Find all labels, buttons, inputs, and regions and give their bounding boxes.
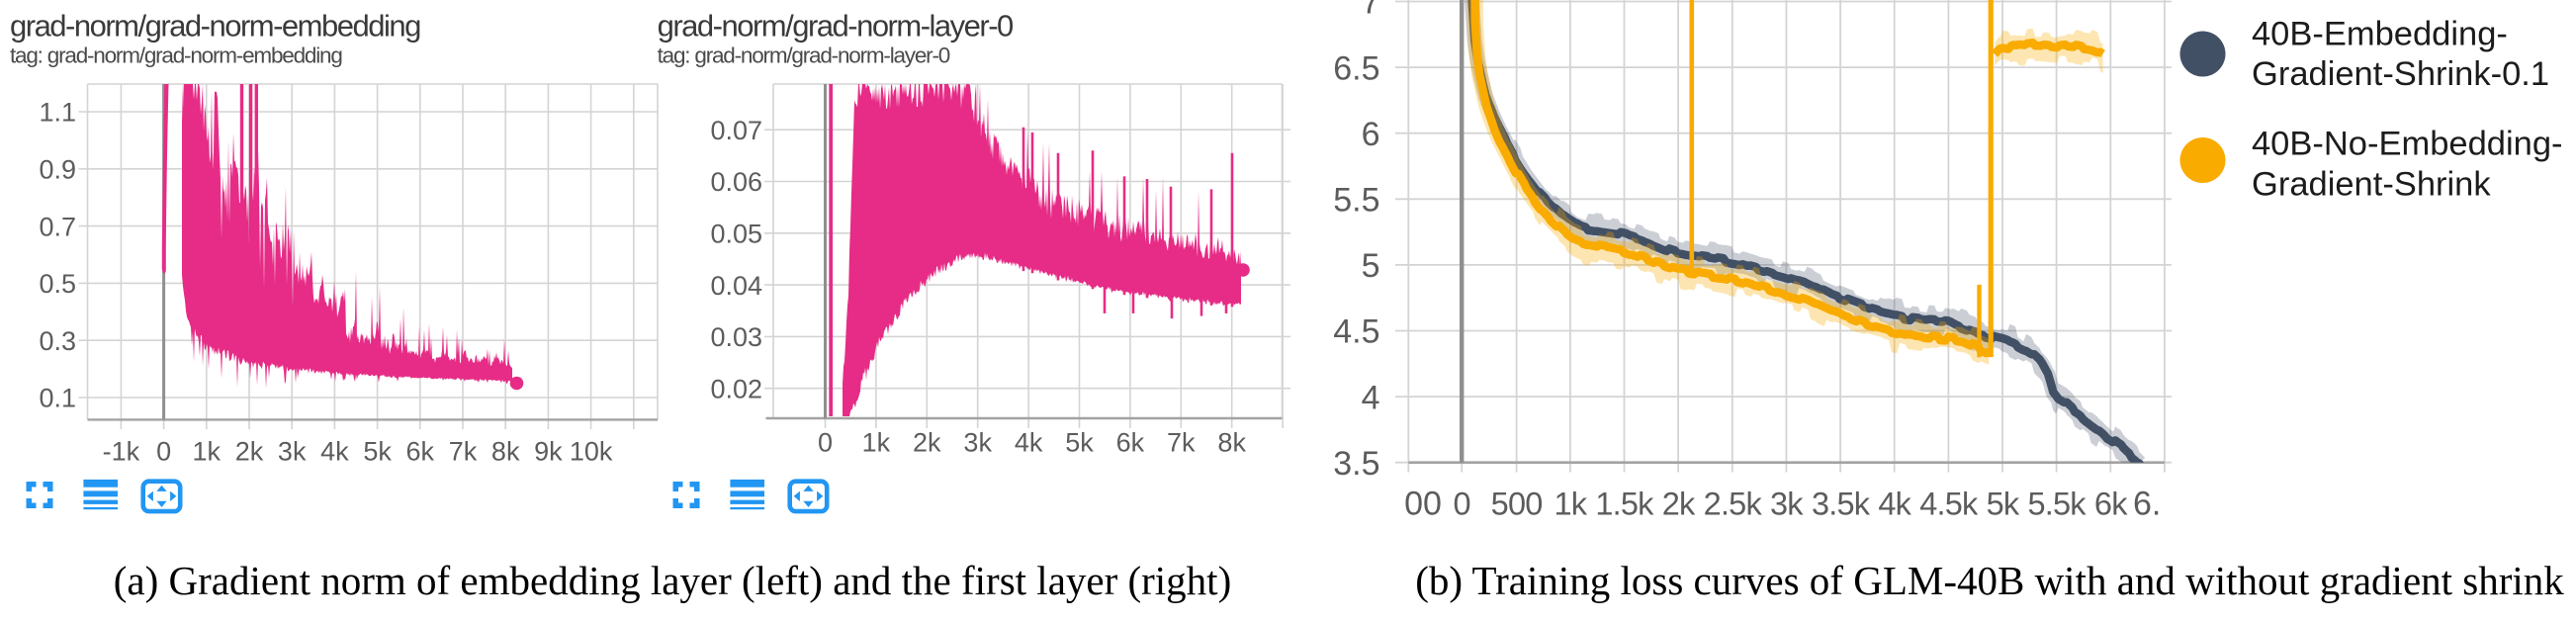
svg-text:5k: 5k — [1065, 428, 1094, 458]
svg-text:2k: 2k — [235, 437, 264, 467]
svg-text:5k: 5k — [1987, 487, 2020, 522]
svg-text:10k: 10k — [570, 437, 613, 467]
svg-text:0: 0 — [156, 437, 171, 467]
svg-text:0.07: 0.07 — [710, 116, 762, 145]
svg-text:5k: 5k — [363, 437, 392, 467]
svg-text:tag: grad-norm/grad-norm-layer: tag: grad-norm/grad-norm-layer-0 — [658, 44, 950, 68]
svg-text:Gradient-Shrink-0.1: Gradient-Shrink-0.1 — [2252, 55, 2549, 93]
svg-text:0.05: 0.05 — [710, 220, 762, 249]
svg-text:0.02: 0.02 — [710, 374, 762, 403]
svg-text:0.9: 0.9 — [39, 155, 76, 185]
svg-text:1k: 1k — [193, 437, 222, 467]
svg-text:00: 00 — [1404, 486, 1442, 523]
svg-text:0.06: 0.06 — [710, 167, 762, 197]
svg-text:5.5: 5.5 — [1333, 182, 1379, 220]
svg-text:6: 6 — [1362, 116, 1380, 153]
svg-text:500: 500 — [1491, 487, 1543, 522]
svg-text:1k: 1k — [862, 428, 891, 458]
svg-text:0.1: 0.1 — [39, 384, 76, 413]
svg-text:(b) Training loss curves of GL: (b) Training loss curves of GLM-40B with… — [1415, 558, 2564, 603]
svg-text:4k: 4k — [1878, 487, 1911, 522]
svg-text:4.5k: 4.5k — [1919, 487, 1979, 522]
svg-text:4.5: 4.5 — [1333, 313, 1379, 351]
svg-text:9k: 9k — [534, 437, 563, 467]
svg-text:grad-norm/grad-norm-embedding: grad-norm/grad-norm-embedding — [10, 9, 420, 44]
svg-text:6.5: 6.5 — [1333, 49, 1379, 87]
svg-text:0: 0 — [1454, 487, 1470, 522]
svg-text:3.5k: 3.5k — [1812, 487, 1871, 522]
svg-text:Gradient-Shrink: Gradient-Shrink — [2252, 165, 2491, 203]
svg-text:0.04: 0.04 — [710, 271, 762, 301]
svg-text:3k: 3k — [1770, 487, 1804, 522]
svg-text:3k: 3k — [963, 428, 992, 458]
svg-text:2k: 2k — [913, 428, 941, 458]
svg-text:8k: 8k — [1217, 428, 1246, 458]
svg-text:3.5: 3.5 — [1333, 445, 1379, 483]
svg-text:40B-No-Embedding-: 40B-No-Embedding- — [2252, 126, 2563, 163]
svg-text:5: 5 — [1362, 247, 1380, 285]
svg-text:grad-norm/grad-norm-layer-0: grad-norm/grad-norm-layer-0 — [658, 9, 1014, 44]
svg-text:1.5k: 1.5k — [1595, 487, 1654, 522]
svg-text:7: 7 — [1362, 0, 1380, 22]
svg-text:4k: 4k — [1015, 428, 1043, 458]
svg-text:0.5: 0.5 — [39, 269, 76, 299]
svg-text:5.5k: 5.5k — [2027, 487, 2087, 522]
svg-text:0.3: 0.3 — [39, 326, 76, 356]
svg-text:tag: grad-norm/grad-norm-embed: tag: grad-norm/grad-norm-embedding — [10, 44, 342, 68]
svg-text:7k: 7k — [449, 437, 478, 467]
svg-text:3k: 3k — [278, 437, 307, 467]
svg-text:6k: 6k — [1116, 428, 1145, 458]
svg-text:4k: 4k — [320, 437, 349, 467]
svg-text:(a) Gradient norm of embedding: (a) Gradient norm of embedding layer (le… — [114, 558, 1231, 603]
svg-text:7k: 7k — [1167, 428, 1196, 458]
svg-text:0.03: 0.03 — [710, 322, 762, 352]
svg-text:1k: 1k — [1554, 487, 1588, 522]
svg-text:1.1: 1.1 — [39, 98, 76, 128]
svg-text:6.: 6. — [2133, 486, 2161, 523]
svg-text:6k: 6k — [406, 437, 435, 467]
svg-text:8k: 8k — [491, 437, 520, 467]
svg-text:-1k: -1k — [103, 437, 140, 467]
svg-text:2k: 2k — [1662, 487, 1696, 522]
svg-text:4: 4 — [1362, 379, 1380, 416]
svg-text:0: 0 — [818, 428, 833, 458]
svg-text:40B-Embedding-: 40B-Embedding- — [2252, 15, 2508, 52]
svg-text:0.7: 0.7 — [39, 212, 76, 241]
svg-text:6k: 6k — [2094, 487, 2128, 522]
svg-text:2.5k: 2.5k — [1704, 487, 1763, 522]
